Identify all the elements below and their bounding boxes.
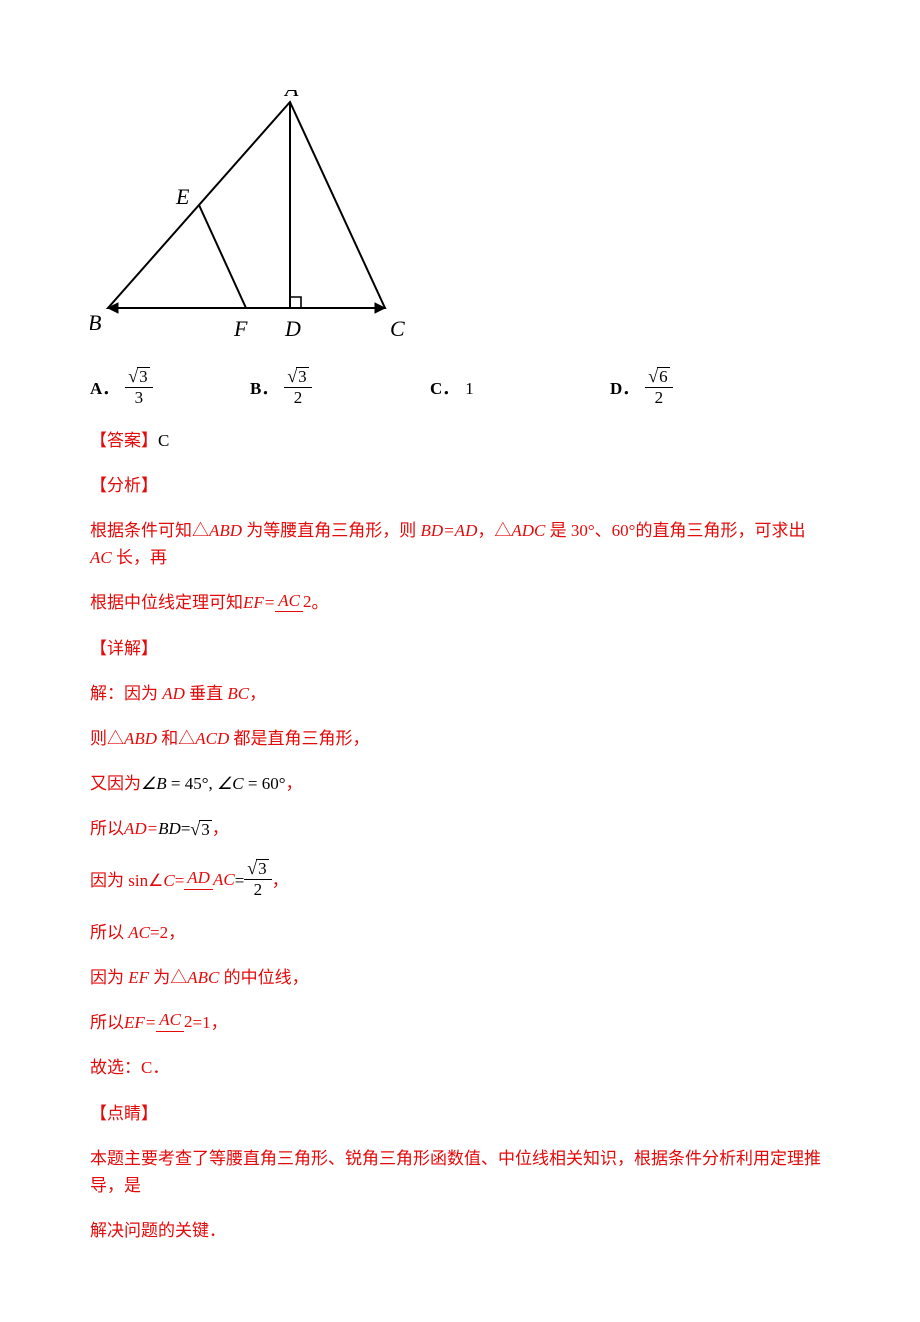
detail-fraction-1: AD AC [184,869,234,890]
option-b: B． √3 2 [250,368,430,408]
detail-text: =1， [192,1009,227,1036]
analysis-line-1: 根据条件可知△ABD 为等腰直角三角形，则 BD=AD，△ADC 是 30°、6… [90,517,830,571]
detail-text: 因为 sin∠ [90,867,163,894]
analysis-text: 长，再 [112,548,167,567]
detail-line-4: 所以 AD= BD = √3 ， [90,815,830,842]
analysis-text: 根据中位线定理可知 [90,589,243,616]
detail-text: ， [272,867,289,894]
detail-text: 所以 [90,815,124,842]
detail-text: = [175,867,185,894]
analysis-text: 。 [311,589,328,616]
detail-line-5: 因为 sin∠C= AD AC = √3 2 ， [90,860,830,900]
detail-text: 则△ [90,729,124,748]
analysis-text: 根据条件可知△ [90,521,209,540]
analysis-line-2: 根据中位线定理可知 EF= AC 2 。 [90,589,830,616]
options-row: A． √3 3 B． √3 2 C． 1 D． √6 2 [90,368,830,408]
detail-text: ， [286,774,303,793]
option-c-label: C． [430,375,459,402]
option-d-label: D． [610,375,639,402]
triangle-figure: A B C D E F [90,90,830,358]
answer-label: 【答案】 [90,431,158,450]
detail-line-8: 所以 EF= AC 2 =1， [90,1009,830,1036]
detail-text: 的中位线， [219,968,308,987]
detail-text: 为△ [149,968,187,987]
detail-text: 垂直 [185,684,228,703]
detail-line-6: 所以 AC=2， [90,919,830,946]
detail-text: ， [249,684,266,703]
detail-text-i: AD= [124,815,158,842]
triangle-svg: A B C D E F [90,90,420,350]
detail-text-i: AD [162,684,185,703]
detail-line-3: 又因为∠B = 45°, ∠C = 60°， [90,770,830,797]
answer-line: 【答案】C [90,427,830,454]
detail-text: 因为 [90,968,128,987]
detail-line-2: 则△ABD 和△ACD 都是直角三角形， [90,725,830,752]
option-c-value: 1 [465,375,474,402]
detail-text-i: ACD [195,729,229,748]
analysis-text-i: BD=AD [421,521,478,540]
detail-line-1: 解：因为 AD 垂直 BC， [90,680,830,707]
detail-text: 又因为 [90,774,141,793]
detail-fraction-2: AC 2 [156,1011,192,1032]
vertex-f-label: F [233,316,248,341]
option-a: A． √3 3 [90,368,250,408]
analysis-text-i: AC [90,548,112,567]
detail-text-i: EF [128,968,149,987]
detail-text: 所以 [90,1009,124,1036]
detail-eq-3: = √3 2 [235,860,272,900]
option-d-value: √6 2 [645,367,672,407]
detail-text-i: ABD [124,729,157,748]
option-b-label: B． [250,375,278,402]
detail-text-i: AC [128,923,150,942]
vertex-d-label: D [284,316,301,341]
analysis-fraction: AC 2 [275,592,311,613]
detail-text-i: C [163,867,174,894]
detail-text-i: EF= [124,1009,156,1036]
option-d: D． √6 2 [610,368,673,408]
detail-text: 解：因为 [90,684,162,703]
vertex-e-label: E [175,184,190,209]
detail-text: =2， [150,923,185,942]
detail-text: 和△ [157,729,195,748]
option-a-label: A． [90,375,119,402]
detail-line-7: 因为 EF 为△ABC 的中位线， [90,964,830,991]
detail-text: 所以 [90,923,128,942]
analysis-label: 【分析】 [90,472,830,499]
analysis-text: ，△ [477,521,511,540]
vertex-c-label: C [390,316,405,341]
detail-eq-1: ∠B = 45°, ∠C = 60° [141,774,286,793]
vertex-b-label: B [90,310,101,335]
detail-text: 都是直角三角形， [229,729,369,748]
point-line-2: 解决问题的关键． [90,1217,830,1244]
detail-text-i: BC [227,684,249,703]
option-c: C． 1 [430,375,610,402]
analysis-text: 是 30°、60°的直角三角形，可求出 [545,521,805,540]
analysis-text-i: ABD [209,521,242,540]
detail-eq-2: BD = √3 [158,815,212,842]
point-label: 【点睛】 [90,1100,830,1127]
vertex-a-label: A [283,90,299,101]
analysis-text-i: ADC [511,521,545,540]
detail-text: ， [212,815,229,842]
analysis-text-i: EF= [243,589,275,616]
detail-line-9: 故选：C． [90,1054,830,1081]
detail-label: 【详解】 [90,635,830,662]
point-line-1: 本题主要考查了等腰直角三角形、锐角三角形函数值、中位线相关知识，根据条件分析利用… [90,1145,830,1199]
analysis-text: 为等腰直角三角形，则 [242,521,421,540]
answer-value: C [158,431,169,450]
option-a-value: √3 3 [125,367,152,407]
option-b-value: √3 2 [284,367,311,407]
detail-text-i: ABC [187,968,219,987]
